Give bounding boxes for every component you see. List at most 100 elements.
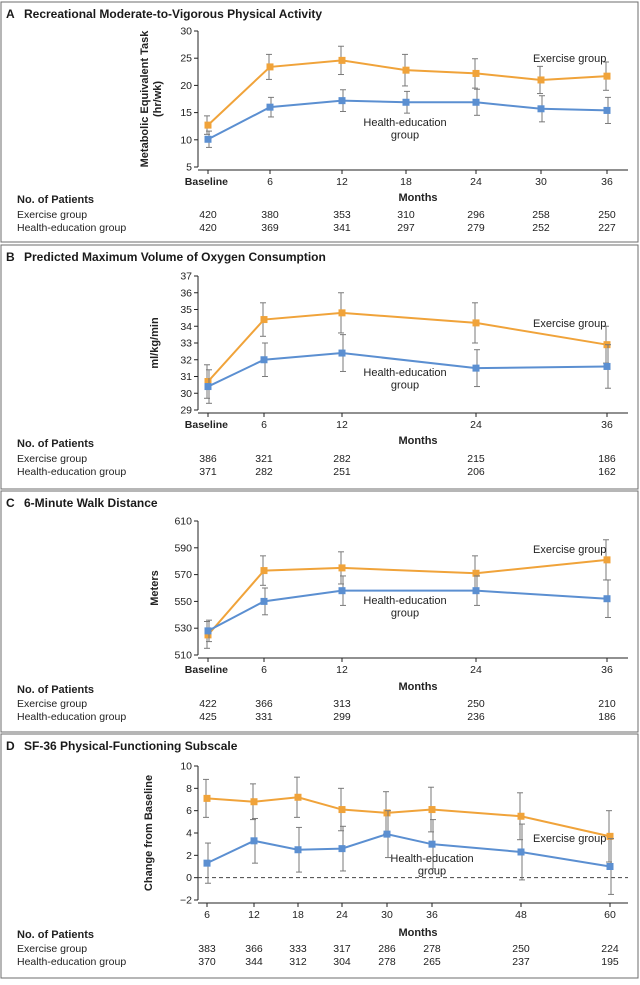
series-label-line2: group xyxy=(391,380,419,392)
series-health-education xyxy=(204,334,611,404)
n-table-header: No. of Patients xyxy=(17,929,94,941)
n-cell: 370 xyxy=(198,956,216,968)
data-point xyxy=(402,98,410,106)
n-cell: 296 xyxy=(467,209,485,221)
y-axis-label-line1: Metabolic Equivalent Task xyxy=(139,30,151,168)
x-tick-label: 60 xyxy=(604,909,616,921)
series-label-exercise: Exercise group xyxy=(533,318,606,330)
x-tick-label: 6 xyxy=(267,176,273,188)
n-cell: 186 xyxy=(598,711,616,723)
y-tick-label: 2 xyxy=(186,850,192,862)
data-point xyxy=(537,76,545,84)
panel-title: Predicted Maximum Volume of Oxygen Consu… xyxy=(24,250,326,264)
y-tick-label: 610 xyxy=(174,516,192,528)
series-label-exercise: Exercise group xyxy=(533,833,606,845)
data-point xyxy=(338,564,346,572)
n-cell: 420 xyxy=(199,222,217,234)
y-tick-label: 37 xyxy=(180,271,192,283)
x-tick-label: Baseline xyxy=(185,664,228,676)
data-point xyxy=(383,809,391,817)
data-point xyxy=(606,832,614,840)
x-tick-label: 18 xyxy=(292,909,304,921)
series-line xyxy=(206,833,611,868)
panel-title: 6-Minute Walk Distance xyxy=(24,496,158,510)
data-point xyxy=(204,383,212,391)
panel-letter: A xyxy=(6,7,15,21)
series-exercise xyxy=(204,45,611,135)
series-line xyxy=(206,796,611,838)
x-tick-label: 6 xyxy=(261,419,267,431)
n-cell: 236 xyxy=(467,711,485,723)
n-cell: 333 xyxy=(289,943,307,955)
n-cell: 366 xyxy=(245,943,263,955)
data-point xyxy=(294,846,302,854)
n-cell: 341 xyxy=(333,222,351,234)
n-cell: 344 xyxy=(245,956,263,968)
series-label-line1: Health-education xyxy=(390,853,473,865)
data-point xyxy=(472,98,480,106)
y-tick-label: 590 xyxy=(174,542,192,554)
n-cell: 380 xyxy=(261,209,279,221)
data-point xyxy=(338,309,346,317)
data-point xyxy=(204,631,212,639)
y-tick-label: 34 xyxy=(180,321,192,333)
y-axis-label-line2: (hr/wk) xyxy=(152,81,164,117)
data-point xyxy=(260,567,268,575)
panel-c: C 6-Minute Walk Distance51053055057059061… xyxy=(0,490,639,733)
y-axis-label: Meters xyxy=(149,570,161,605)
data-point xyxy=(204,135,212,143)
n-cell: 366 xyxy=(255,698,273,710)
x-tick-label: 30 xyxy=(535,176,547,188)
x-tick-label: 24 xyxy=(336,909,348,921)
n-cell: 250 xyxy=(598,209,616,221)
data-point xyxy=(204,627,212,635)
series-label-line2: group xyxy=(418,866,446,878)
n-row-label: Health-education group xyxy=(17,466,126,478)
data-point xyxy=(203,859,211,867)
n-cell: 313 xyxy=(333,698,351,710)
data-point xyxy=(338,56,346,64)
n-cell: 321 xyxy=(255,453,273,465)
panel-frame xyxy=(0,1,639,243)
panel-frame xyxy=(0,733,639,979)
data-point xyxy=(472,319,480,327)
n-cell: 237 xyxy=(512,956,530,968)
x-tick-label: 36 xyxy=(426,909,438,921)
series-exercise xyxy=(204,539,611,649)
x-axis-title: Months xyxy=(398,927,437,939)
n-table-header: No. of Patients xyxy=(17,438,94,450)
n-table-header: No. of Patients xyxy=(17,194,94,206)
y-tick-label: 510 xyxy=(174,650,192,662)
x-tick-label: 12 xyxy=(248,909,260,921)
series-label-line1: Health-education xyxy=(363,595,446,607)
n-cell: 206 xyxy=(467,466,485,478)
data-point xyxy=(338,845,346,853)
x-tick-label: 24 xyxy=(470,664,482,676)
n-cell: 282 xyxy=(333,453,351,465)
x-tick-label: 6 xyxy=(204,909,210,921)
n-row-label: Exercise group xyxy=(17,698,87,710)
n-cell: 425 xyxy=(199,711,217,723)
panel-frame xyxy=(0,244,639,490)
x-tick-label: 36 xyxy=(601,664,613,676)
series-health-education xyxy=(204,575,611,643)
data-point xyxy=(204,121,212,129)
panel-letter: C xyxy=(6,496,15,510)
y-axis-label: Metabolic Equivalent Task(hr/wk) xyxy=(139,30,164,168)
n-cell: 317 xyxy=(333,943,351,955)
n-cell: 297 xyxy=(397,222,415,234)
y-axis-label: Change from Baseline xyxy=(143,775,155,891)
data-point xyxy=(260,316,268,324)
n-cell: 251 xyxy=(333,466,351,478)
x-axis-title: Months xyxy=(398,681,437,693)
data-point xyxy=(250,837,258,845)
series-label-line1: Health-education xyxy=(363,367,446,379)
y-tick-label: 4 xyxy=(186,828,192,840)
y-tick-label: 30 xyxy=(180,388,192,400)
y-tick-label: 550 xyxy=(174,596,192,608)
n-cell: 369 xyxy=(261,222,279,234)
n-table-header: No. of Patients xyxy=(17,684,94,696)
n-row-label: Health-education group xyxy=(17,222,126,234)
